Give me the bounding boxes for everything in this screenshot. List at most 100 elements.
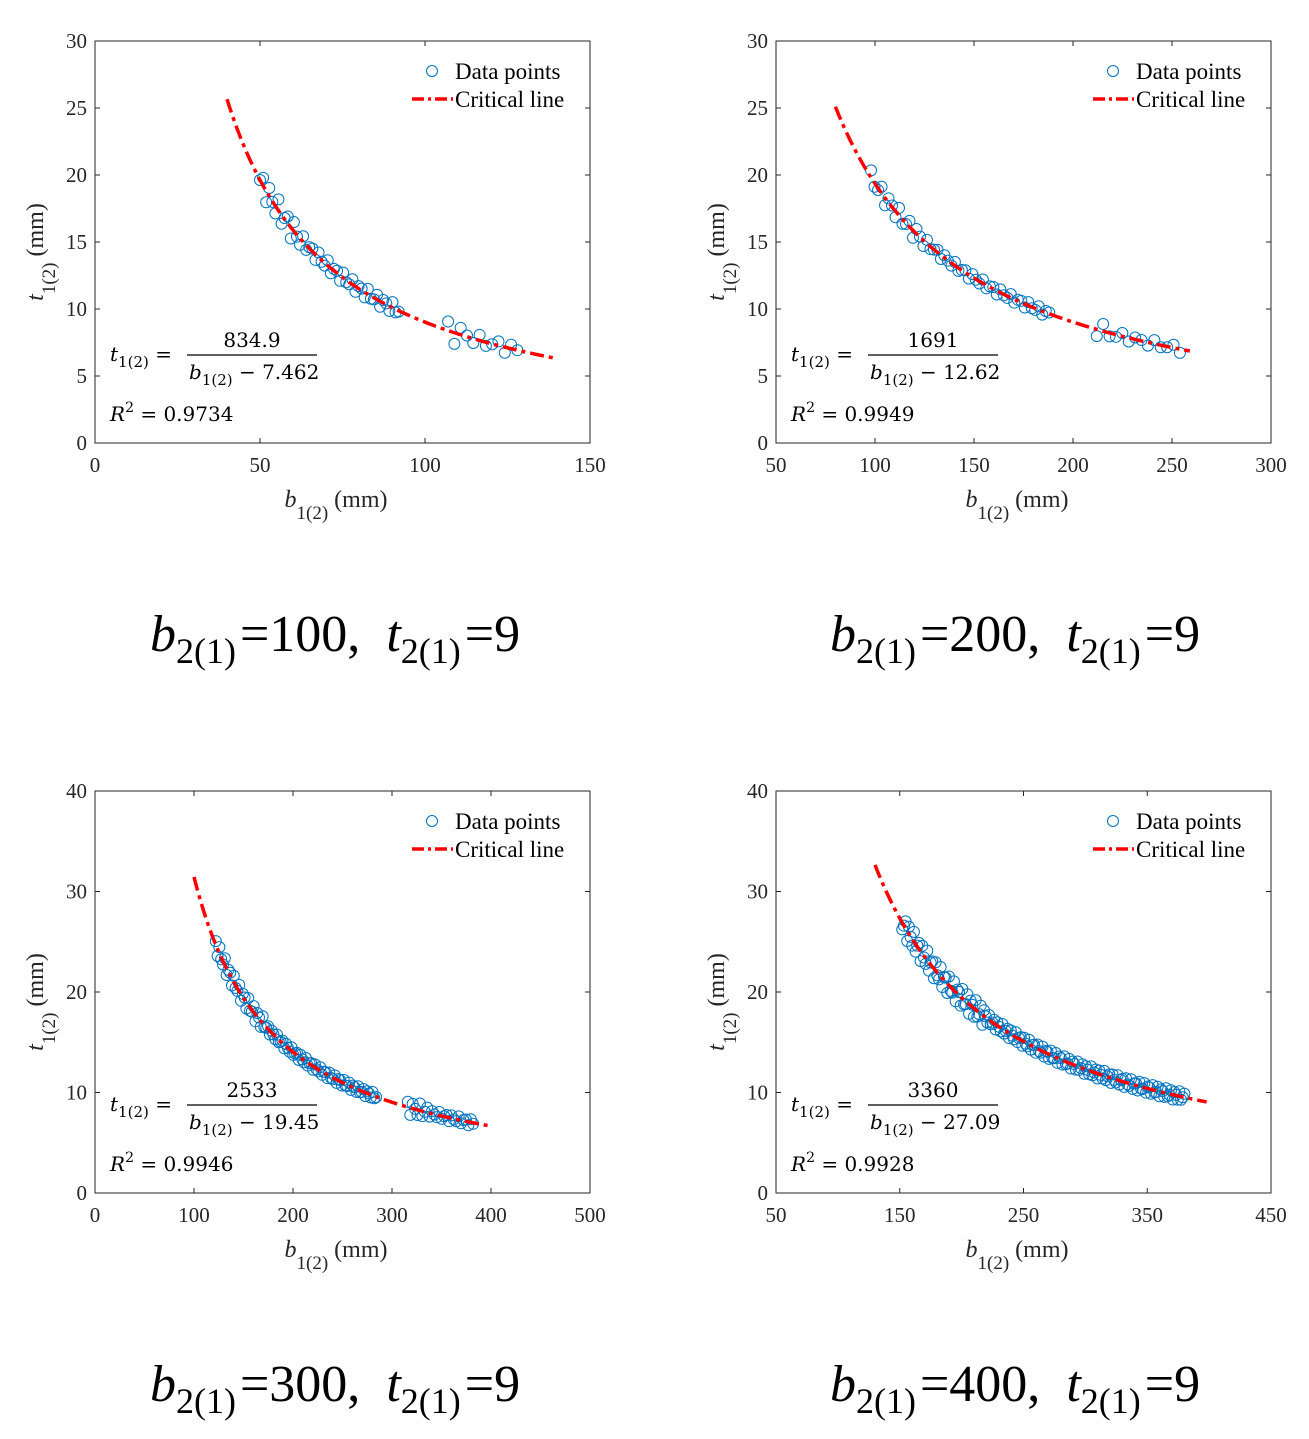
- eq-lhs-sub: 1(2): [118, 353, 149, 371]
- x-label-sub: 1(2): [978, 1253, 1010, 1274]
- eq-sign: =: [830, 342, 853, 366]
- panel-caption-4: b2(1)=400, t2(1)=9: [830, 1356, 1200, 1421]
- data-point: [1167, 338, 1180, 351]
- eq-den-rest: − 12.62: [914, 360, 1001, 384]
- data-point: [260, 196, 273, 209]
- data-point: [911, 939, 924, 952]
- critical-line: [192, 876, 490, 1128]
- data-point: [886, 199, 899, 212]
- legend-label-line: Critical line: [455, 837, 564, 862]
- y-tick-label: 40: [66, 779, 87, 803]
- x-tick-label: 150: [958, 453, 990, 477]
- data-point: [459, 1113, 472, 1126]
- eq-den-var: b: [870, 360, 883, 384]
- data-point: [1178, 1087, 1191, 1100]
- eq-lhs-var: t: [791, 1092, 800, 1116]
- x-axis-label: b1(2) (mm): [285, 1237, 388, 1274]
- y-label-unit: (mm): [704, 203, 730, 262]
- x-tick-label: 100: [859, 453, 891, 477]
- caption-t-var: t: [1066, 1356, 1082, 1413]
- caption-b-sub: 2(1): [176, 631, 236, 671]
- data-point: [1106, 1068, 1119, 1081]
- data-point: [220, 968, 233, 981]
- data-point: [1173, 346, 1186, 359]
- data-point: [1160, 1082, 1173, 1095]
- critical-line: [873, 864, 1207, 1104]
- y-tick-label: 10: [66, 297, 87, 321]
- data-point: [927, 972, 940, 985]
- eq-sign: =: [830, 1092, 853, 1116]
- data-point: [442, 315, 455, 328]
- caption-b-var: b: [150, 1356, 176, 1413]
- caption-t-sub: 2(1): [1081, 631, 1141, 671]
- x-tick-label: 150: [574, 453, 606, 477]
- y-label-unit: (mm): [704, 953, 730, 1012]
- data-point: [986, 1016, 999, 1029]
- r2-var: R: [790, 1152, 806, 1176]
- x-tick-label: 0: [90, 1203, 101, 1227]
- r2-sup: 2: [806, 1150, 815, 1166]
- y-axis-label: t1(2) (mm): [23, 203, 60, 301]
- caption-t-var: t: [386, 1356, 402, 1413]
- caption-t-val: =9: [1145, 606, 1200, 663]
- r2-var: R: [790, 402, 806, 426]
- data-point: [907, 925, 920, 938]
- data-point: [274, 1035, 287, 1048]
- caption-t-sub: 2(1): [1081, 1381, 1141, 1421]
- y-label-var: t: [23, 293, 49, 301]
- x-tick-label: 300: [1255, 453, 1287, 477]
- caption-b-val: =400,: [920, 1356, 1040, 1413]
- data-point: [994, 283, 1007, 296]
- data-point: [1141, 1080, 1154, 1093]
- eq-sign: =: [149, 342, 172, 366]
- caption-b-val: =100,: [240, 606, 360, 663]
- data-point: [467, 336, 480, 349]
- caption-t-sub: 2(1): [401, 631, 461, 671]
- x-tick-label: 50: [250, 453, 271, 477]
- data-point: [934, 252, 947, 265]
- x-tick-label: 50: [766, 453, 787, 477]
- data-point: [969, 273, 982, 286]
- y-label-sub: 1(2): [39, 263, 60, 295]
- caption-b-sub: 2(1): [856, 1381, 916, 1421]
- caption-b-var: b: [830, 1356, 856, 1413]
- legend-marker-data: [1107, 65, 1119, 77]
- data-point: [1022, 296, 1035, 309]
- data-point: [1116, 326, 1129, 339]
- r-squared: R2 = 0.9949: [790, 400, 914, 426]
- data-point: [224, 966, 237, 979]
- y-axis-label: t1(2) (mm): [704, 203, 741, 301]
- data-point: [254, 173, 266, 186]
- y-label-sub: 1(2): [720, 263, 741, 295]
- x-label-var: b: [966, 487, 978, 513]
- y-tick-label: 5: [77, 364, 88, 388]
- y-label-sub: 1(2): [39, 1013, 60, 1045]
- y-tick-label: 0: [758, 1181, 769, 1205]
- eq-den-var: b: [189, 1110, 202, 1134]
- y-tick-label: 30: [747, 880, 768, 904]
- eq-sign: =: [149, 1092, 172, 1116]
- legend-label-data: Data points: [1136, 59, 1241, 84]
- data-point: [1122, 335, 1135, 348]
- x-tick-label: 100: [178, 1203, 210, 1227]
- r-squared: R2 = 0.9946: [109, 1150, 233, 1176]
- data-point: [882, 192, 895, 205]
- x-axis-label: b1(2) (mm): [966, 1237, 1069, 1274]
- x-label-sub: 1(2): [297, 503, 329, 524]
- y-tick-label: 0: [758, 431, 769, 455]
- r2-sup: 2: [806, 400, 815, 416]
- r2-var: R: [109, 402, 125, 426]
- critical-line: [225, 98, 555, 360]
- equation-lhs: t1(2) =: [110, 342, 172, 371]
- eq-den-sub: 1(2): [883, 371, 914, 389]
- data-point: [1008, 296, 1021, 309]
- caption-t-val: =9: [1145, 1356, 1200, 1413]
- x-tick-label: 400: [475, 1203, 507, 1227]
- r-squared: R2 = 0.9734: [109, 400, 233, 426]
- data-point: [1148, 334, 1161, 347]
- y-tick-label: 30: [747, 29, 768, 53]
- data-point: [1161, 341, 1174, 354]
- equation-numerator: 2533: [227, 1078, 278, 1102]
